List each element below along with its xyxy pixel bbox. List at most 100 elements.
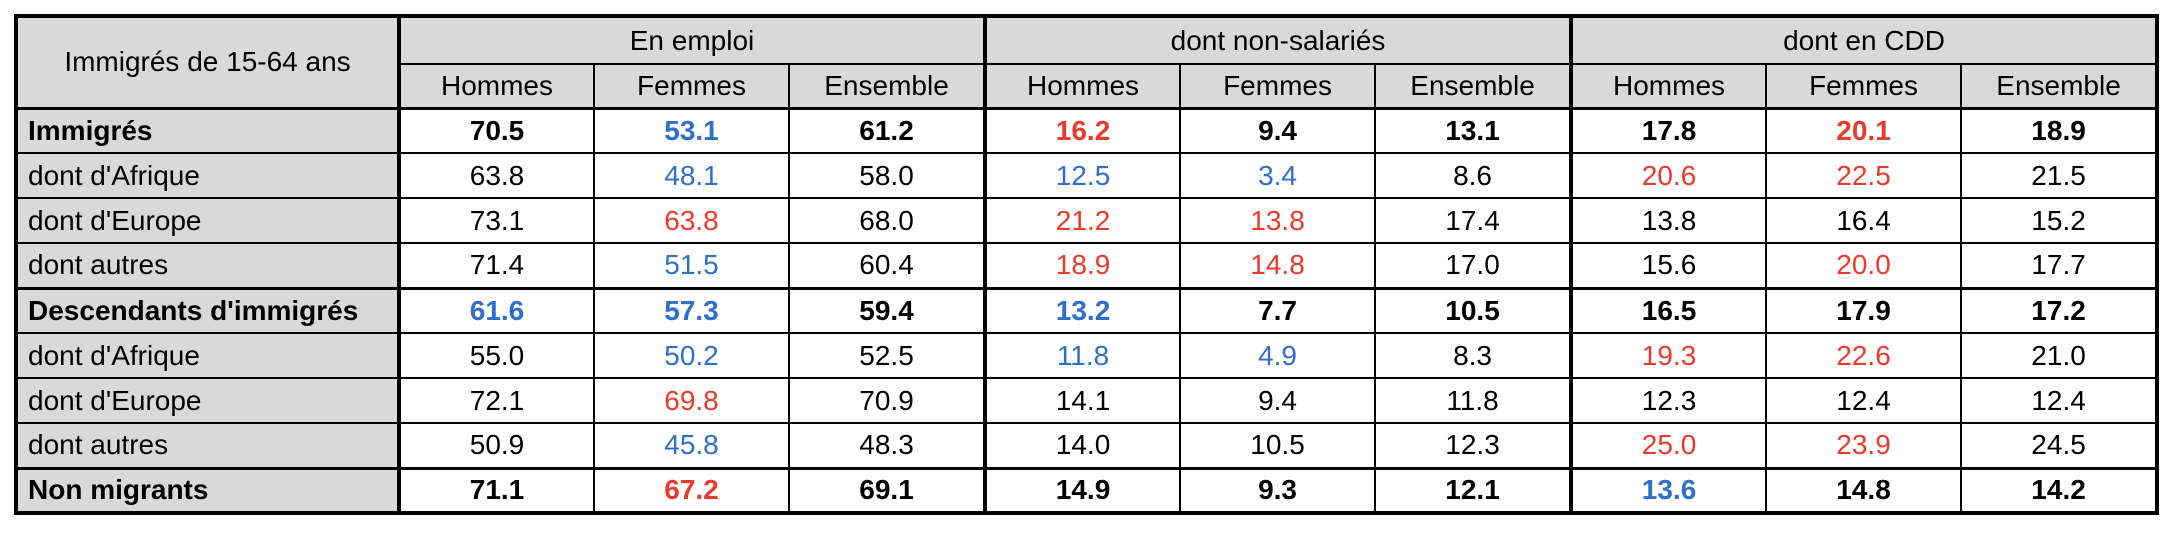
table-cell: 15.2 <box>1960 197 2159 244</box>
table-cell: 12.5 <box>983 152 1182 199</box>
table-cell: 8.6 <box>1374 152 1573 199</box>
table-cell: 71.1 <box>397 466 595 514</box>
table-cell: 10.5 <box>1374 286 1573 334</box>
row-label: dont d'Afrique <box>15 332 400 379</box>
column-subheader-ensemble: Ensemble <box>1374 63 1573 110</box>
row-label: dont d'Europe <box>15 197 400 244</box>
table-row-descendants-afrique: dont d'Afrique 55.0 50.2 52.5 11.8 4.9 8… <box>15 332 2159 379</box>
row-label: Immigrés <box>15 106 400 154</box>
table-cell: 14.2 <box>1960 466 2159 514</box>
table-cell: 13.2 <box>983 286 1182 334</box>
table-cell: 15.6 <box>1569 242 1768 289</box>
row-label: dont autres <box>15 422 400 469</box>
row-label: dont autres <box>15 242 400 289</box>
table-cell: 71.4 <box>397 242 595 289</box>
table-cell: 22.6 <box>1765 332 1963 379</box>
table-cell: 23.9 <box>1765 422 1963 469</box>
table-cell: 7.7 <box>1179 286 1377 334</box>
group-header-row: Immigrés de 15-64 ans En emploi dont non… <box>15 15 2159 109</box>
table-cell: 67.2 <box>593 466 790 514</box>
table-cell: 17.2 <box>1960 286 2159 334</box>
table-cell: 12.4 <box>1960 377 2159 424</box>
table-cell: 17.0 <box>1374 242 1573 289</box>
table-cell: 14.8 <box>1179 242 1377 289</box>
table-cell: 13.8 <box>1569 197 1768 244</box>
table-cell: 9.4 <box>1179 377 1377 424</box>
table-cell: 69.8 <box>593 377 790 424</box>
table-row-descendants-autres: dont autres 50.9 45.8 48.3 14.0 10.5 12.… <box>15 422 2159 469</box>
table-cell: 9.4 <box>1179 106 1377 154</box>
table-cell: 21.5 <box>1960 152 2159 199</box>
row-label: Descendants d'immigrés <box>15 286 400 334</box>
table-cell: 11.8 <box>983 332 1182 379</box>
table-cell: 17.8 <box>1569 106 1768 154</box>
table-cell: 16.5 <box>1569 286 1768 334</box>
table-cell: 17.9 <box>1765 286 1963 334</box>
table-cell: 48.1 <box>593 152 790 199</box>
table-cell: 61.6 <box>397 286 595 334</box>
table-cell: 45.8 <box>593 422 790 469</box>
table-cell: 14.9 <box>983 466 1182 514</box>
table-cell: 17.4 <box>1374 197 1573 244</box>
table-cell: 51.5 <box>593 242 790 289</box>
table-cell: 13.6 <box>1569 466 1768 514</box>
table-row-immigres: Immigrés 70.5 53.1 61.2 16.2 9.4 13.1 17… <box>15 106 2159 154</box>
table-cell: 13.8 <box>1179 197 1377 244</box>
column-subheader-femmes: Femmes <box>1179 63 1377 110</box>
table-cell: 61.2 <box>787 106 987 154</box>
table-cell: 10.5 <box>1179 422 1377 469</box>
table-cell: 8.3 <box>1374 332 1573 379</box>
table-cell: 59.4 <box>787 286 987 334</box>
table-cell: 25.0 <box>1569 422 1768 469</box>
corner-header: Immigrés de 15-64 ans <box>15 15 400 109</box>
table-cell: 3.4 <box>1179 152 1377 199</box>
table-cell: 17.7 <box>1960 242 2159 289</box>
table-cell: 13.1 <box>1374 106 1573 154</box>
table-cell: 12.3 <box>1374 422 1573 469</box>
table-cell: 63.8 <box>397 152 595 199</box>
table-cell: 60.4 <box>787 242 987 289</box>
table-row-immigres-afrique: dont d'Afrique 63.8 48.1 58.0 12.5 3.4 8… <box>15 152 2159 199</box>
table-cell: 22.5 <box>1765 152 1963 199</box>
row-label: dont d'Afrique <box>15 152 400 199</box>
table-row-descendants: Descendants d'immigrés 61.6 57.3 59.4 13… <box>15 286 2159 334</box>
table-cell: 12.4 <box>1765 377 1963 424</box>
table-cell: 52.5 <box>787 332 987 379</box>
table-cell: 73.1 <box>397 197 595 244</box>
table-cell: 68.0 <box>787 197 987 244</box>
table-cell: 4.9 <box>1179 332 1377 379</box>
column-subheader-hommes: Hommes <box>397 63 595 110</box>
column-subheader-hommes: Hommes <box>1569 63 1768 110</box>
table-cell: 12.3 <box>1569 377 1768 424</box>
column-subheader-femmes: Femmes <box>1765 63 1963 110</box>
column-subheader-ensemble: Ensemble <box>1960 63 2159 110</box>
table-cell: 18.9 <box>983 242 1182 289</box>
table-cell: 14.8 <box>1765 466 1963 514</box>
table-cell: 20.6 <box>1569 152 1768 199</box>
table-cell: 20.1 <box>1765 106 1963 154</box>
table-cell: 21.0 <box>1960 332 2159 379</box>
table-cell: 16.4 <box>1765 197 1963 244</box>
table-cell: 48.3 <box>787 422 987 469</box>
column-group-header-en-emploi: En emploi <box>396 15 987 65</box>
column-subheader-femmes: Femmes <box>593 63 790 110</box>
row-label: dont d'Europe <box>15 377 400 424</box>
row-label: Non migrants <box>15 466 400 514</box>
column-subheader-ensemble: Ensemble <box>787 63 987 110</box>
table-row-immigres-europe: dont d'Europe 73.1 63.8 68.0 21.2 13.8 1… <box>15 197 2159 244</box>
table-cell: 18.9 <box>1960 106 2159 154</box>
table-cell: 69.1 <box>787 466 987 514</box>
table-cell: 58.0 <box>787 152 987 199</box>
table-cell: 9.3 <box>1179 466 1377 514</box>
table-cell: 70.9 <box>787 377 987 424</box>
table-cell: 57.3 <box>593 286 790 334</box>
table-cell: 21.2 <box>983 197 1182 244</box>
table-cell: 24.5 <box>1960 422 2159 469</box>
table-cell: 14.1 <box>983 377 1182 424</box>
table-cell: 50.2 <box>593 332 790 379</box>
table-cell: 72.1 <box>397 377 595 424</box>
table-cell: 19.3 <box>1569 332 1768 379</box>
table-cell: 50.9 <box>397 422 595 469</box>
sub-header-row: Hommes Femmes Ensemble Hommes Femmes Ens… <box>16 63 2159 110</box>
table-row-non-migrants: Non migrants 71.1 67.2 69.1 14.9 9.3 12.… <box>15 466 2159 514</box>
